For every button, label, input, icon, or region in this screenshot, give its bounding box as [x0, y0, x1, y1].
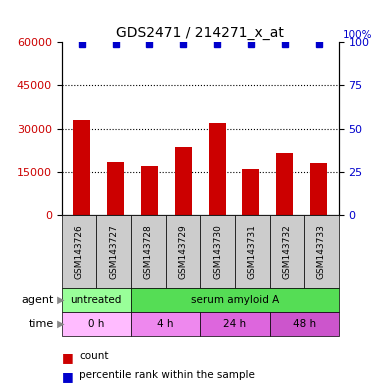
Text: GSM143728: GSM143728 [144, 224, 153, 279]
Title: GDS2471 / 214271_x_at: GDS2471 / 214271_x_at [116, 26, 284, 40]
Text: GSM143731: GSM143731 [248, 224, 257, 279]
Text: count: count [79, 351, 109, 361]
Text: 24 h: 24 h [223, 319, 246, 329]
Text: GSM143727: GSM143727 [109, 224, 118, 279]
Text: ■: ■ [62, 351, 74, 364]
Bar [243, 169, 259, 215]
Bar [209, 123, 226, 215]
Bar [74, 120, 90, 215]
Text: percentile rank within the sample: percentile rank within the sample [79, 370, 255, 380]
Bar [310, 163, 327, 215]
Text: untreated: untreated [70, 295, 122, 305]
Text: ▶: ▶ [54, 319, 65, 329]
Text: 4 h: 4 h [157, 319, 174, 329]
Bar [141, 166, 158, 215]
Text: serum amyloid A: serum amyloid A [191, 295, 279, 305]
Text: GSM143729: GSM143729 [178, 224, 187, 279]
Text: GSM143726: GSM143726 [74, 224, 84, 279]
Text: GSM143732: GSM143732 [282, 224, 291, 279]
Bar [175, 147, 192, 215]
Bar [276, 153, 293, 215]
Text: GSM143730: GSM143730 [213, 224, 222, 279]
Text: agent: agent [22, 295, 54, 305]
Text: 0 h: 0 h [88, 319, 104, 329]
Text: GSM143733: GSM143733 [317, 224, 326, 279]
Text: 100%: 100% [343, 30, 372, 40]
Bar [107, 162, 124, 215]
Text: time: time [28, 319, 54, 329]
Text: ▶: ▶ [54, 295, 65, 305]
Text: 48 h: 48 h [293, 319, 316, 329]
Text: ■: ■ [62, 370, 74, 383]
